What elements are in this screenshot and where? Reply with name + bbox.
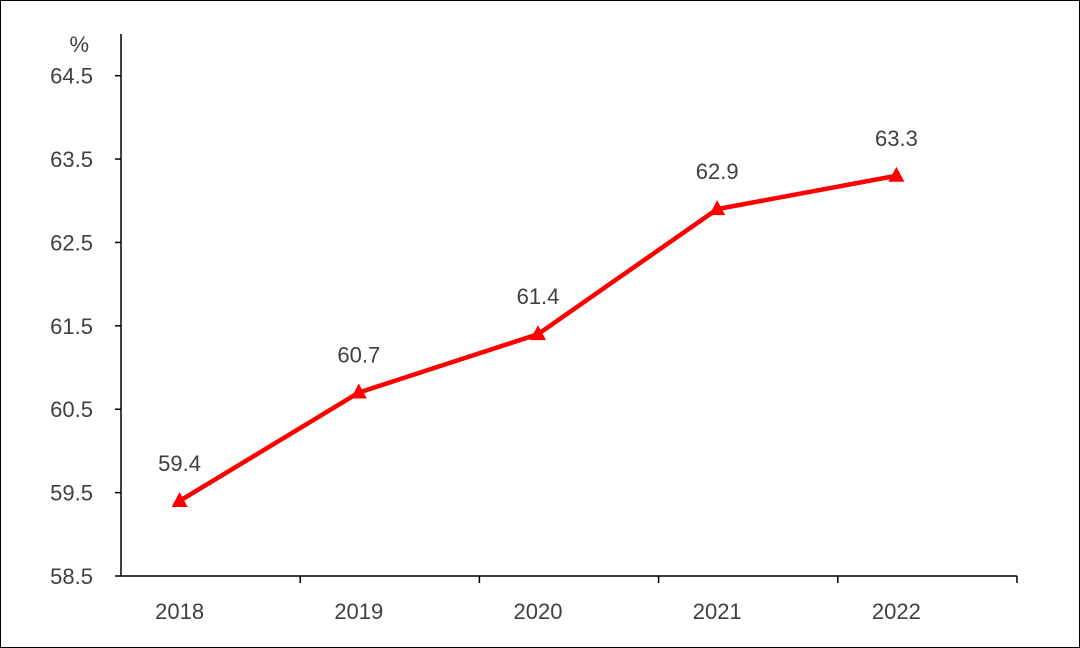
- x-tick-label: 2018: [155, 599, 204, 624]
- y-tick-label: 63.5: [50, 147, 93, 172]
- x-tick-label: 2020: [514, 599, 563, 624]
- y-unit-label: %: [69, 32, 89, 57]
- data-labels: 59.4 60.7 61.4 62.9 63.3: [158, 126, 918, 476]
- x-axis: 2018 2019 2020 2021 2022: [121, 575, 1018, 624]
- series-group: [171, 166, 905, 507]
- data-point-marker: [350, 383, 367, 399]
- data-point-marker: [171, 491, 188, 507]
- y-tick-label: 64.5: [50, 64, 93, 89]
- y-tick-label: 61.5: [50, 314, 93, 339]
- data-label: 59.4: [158, 451, 201, 476]
- y-tick-label: 58.5: [50, 564, 93, 589]
- y-tick-label: 59.5: [50, 481, 93, 506]
- data-point-marker: [709, 200, 726, 216]
- x-tick-label: 2021: [693, 599, 742, 624]
- y-tick-label: 60.5: [50, 397, 93, 422]
- y-tick-label: 62.5: [50, 230, 93, 255]
- data-label: 60.7: [337, 343, 380, 368]
- data-point-marker: [530, 325, 546, 341]
- x-tick-label: 2019: [334, 599, 383, 624]
- data-label: 63.3: [875, 126, 918, 151]
- data-label: 61.4: [517, 284, 560, 309]
- data-label: 62.9: [696, 159, 739, 184]
- x-tick-label: 2022: [872, 599, 921, 624]
- data-point-marker: [888, 166, 905, 182]
- y-axis: 58.5 59.5 60.5 61.5 62.5 63.5 64.5%: [50, 32, 122, 589]
